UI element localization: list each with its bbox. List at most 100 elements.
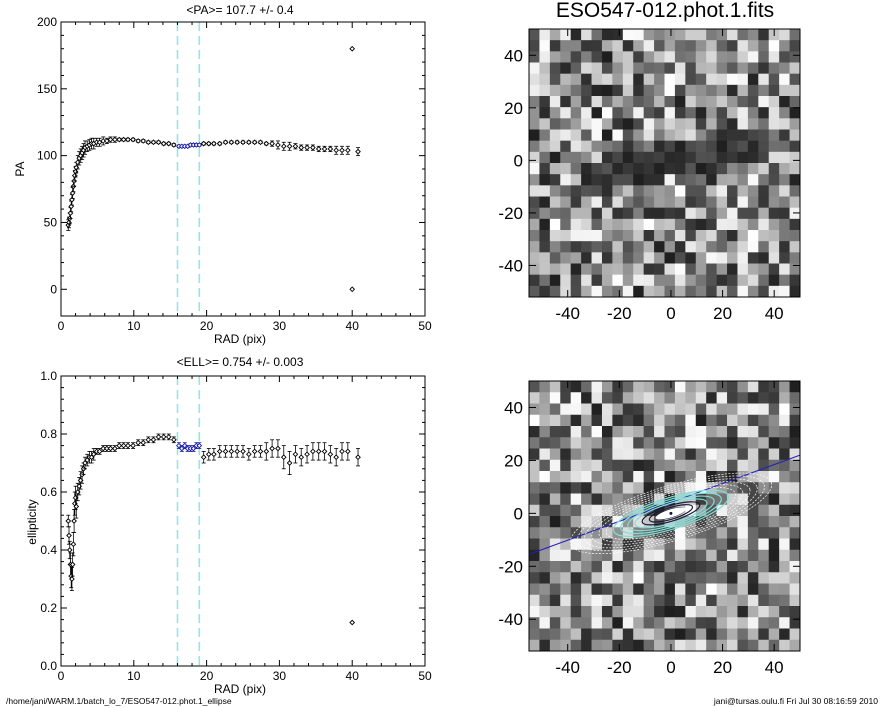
image-pixel	[622, 606, 634, 618]
image-pixel	[643, 471, 655, 483]
image-pixel	[560, 241, 572, 253]
image-pixel	[758, 207, 770, 220]
y-tick-label: -20	[498, 557, 523, 576]
image-pixel	[716, 471, 728, 483]
image-pixel	[747, 274, 759, 287]
image-pixel	[706, 493, 718, 506]
image-pixel	[570, 274, 582, 287]
image-pixel	[560, 252, 572, 264]
image-pixel	[674, 572, 686, 584]
image-pixel	[747, 129, 759, 142]
image-pixel	[779, 628, 790, 641]
image-pixel	[643, 381, 655, 393]
image-pixel	[560, 628, 572, 641]
image-pixel	[706, 549, 718, 562]
image-pixel	[654, 639, 665, 652]
image-pixel	[633, 381, 645, 393]
image-pixel	[727, 129, 738, 142]
image-pixel	[747, 381, 759, 393]
x-tick-label: 40	[765, 304, 784, 323]
image-pixel	[716, 583, 728, 596]
image-pixel	[674, 241, 686, 253]
data-point	[257, 139, 264, 146]
isophote-ellipse	[577, 475, 765, 552]
image-pixel	[727, 285, 738, 298]
data-point	[355, 454, 361, 461]
image-pixel	[716, 151, 728, 164]
image-pixel	[581, 51, 592, 63]
image-pixel	[529, 448, 540, 461]
y-tick-label: -40	[498, 610, 523, 629]
image-pixel	[768, 594, 780, 607]
image-pixel	[643, 561, 655, 573]
image-pixel	[654, 274, 665, 287]
image-pixel	[601, 493, 613, 506]
image-pixel	[570, 129, 582, 142]
image-pixel	[654, 96, 665, 108]
image-pixel	[549, 448, 561, 461]
image-pixel	[560, 73, 572, 86]
image-pixel	[560, 151, 572, 164]
image-pixel	[581, 151, 592, 164]
image-pixel	[789, 118, 801, 130]
image-pixel	[789, 218, 801, 231]
image-pixel	[674, 538, 686, 551]
image-pixel	[789, 151, 801, 164]
image-pixel	[570, 62, 582, 75]
image-pixel	[779, 40, 790, 52]
image-pixel	[549, 29, 561, 41]
image-pixel	[560, 482, 572, 494]
image-pixel	[685, 51, 697, 63]
image-pixel	[570, 140, 582, 153]
image-pixel	[674, 174, 686, 186]
image-pixel	[789, 606, 801, 618]
data-point	[315, 146, 322, 152]
image-pixel	[539, 263, 551, 276]
image-pixel	[539, 274, 551, 287]
y-tick-label: 0	[50, 282, 57, 296]
y-tick-label: 0.4	[40, 543, 57, 557]
image-pixel	[779, 437, 790, 449]
image-pixel	[695, 527, 707, 539]
image-pixel	[654, 40, 665, 52]
image-pixel	[706, 29, 718, 41]
image-pixel	[685, 163, 697, 175]
image-pixel	[601, 617, 613, 629]
image-pixel	[570, 163, 582, 175]
image-pixel	[664, 437, 676, 449]
data-point	[344, 147, 351, 154]
image-pixel	[779, 185, 790, 197]
image-pixel	[581, 207, 592, 220]
data-point	[240, 139, 246, 146]
image-pixel	[685, 62, 697, 75]
image-pixel	[685, 516, 697, 528]
image-pixel	[758, 617, 770, 629]
image-pixel	[695, 471, 707, 483]
image-pixel	[789, 40, 801, 52]
image-pixel	[789, 561, 801, 573]
image-pixel	[633, 230, 645, 242]
image-pixel	[529, 241, 540, 253]
image-pixel	[685, 84, 697, 97]
image-pixel	[643, 230, 655, 242]
image-pixel	[779, 218, 790, 231]
image-pixel	[643, 459, 655, 472]
image-pixel	[560, 84, 572, 97]
image-pixel	[716, 263, 728, 276]
image-pixel	[654, 606, 665, 618]
data-point	[339, 448, 345, 455]
image-pixel	[612, 263, 624, 276]
image-pixel	[706, 40, 718, 52]
image-pixel	[612, 504, 624, 517]
image-pixel	[529, 51, 540, 63]
image-pixel	[706, 230, 718, 242]
image-pixel	[685, 414, 697, 427]
image-pixel	[612, 218, 624, 231]
image-pixel	[570, 96, 582, 108]
image-pixel	[664, 207, 676, 220]
image-pixel	[601, 414, 613, 427]
image-pixel	[779, 493, 790, 506]
image-pixel	[560, 493, 572, 506]
image-pixel	[529, 151, 540, 164]
image-pixel	[591, 51, 603, 63]
